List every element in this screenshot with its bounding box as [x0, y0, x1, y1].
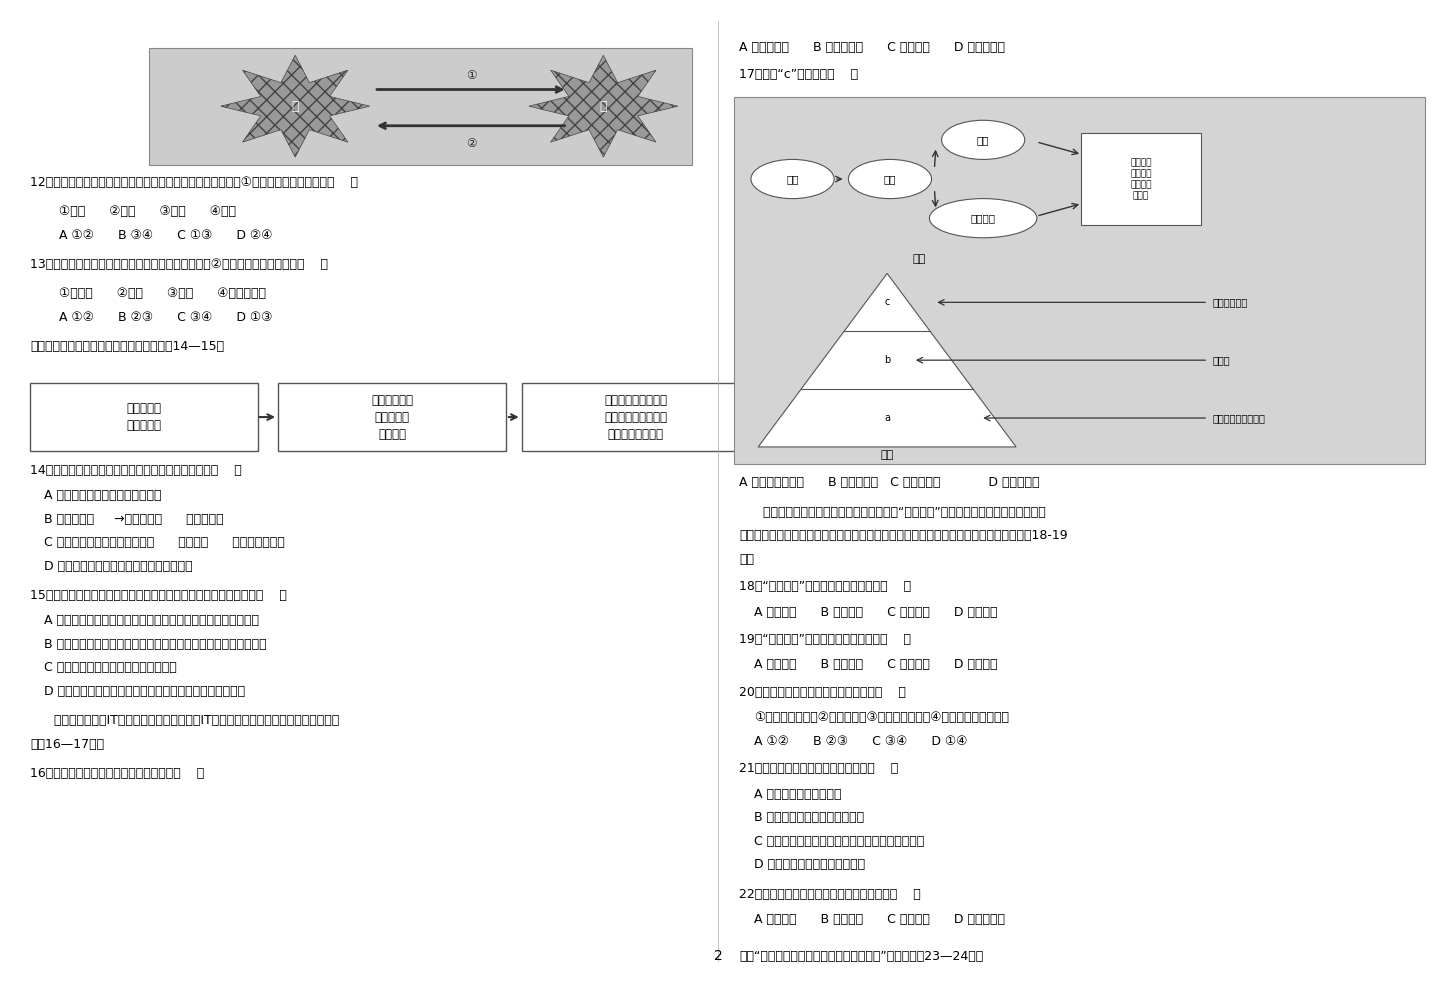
Text: A 调节气候      B 防风固沙      C 美化环境      D 干化水污染: A 调节气候 B 防风固沙 C 美化环境 D 干化水污染: [754, 913, 1005, 926]
Text: 中国大部分、东南亚: 中国大部分、东南亚: [1212, 413, 1265, 423]
FancyBboxPatch shape: [30, 383, 258, 451]
Text: D 产业的升级有利于解决本地区劳动密集型产业的就业压力: D 产业的升级有利于解决本地区劳动密集型产业的就业压力: [45, 684, 246, 698]
Text: ②: ②: [467, 136, 477, 149]
Text: 18、“红色荒漠”形成的自然原因主要是（    ）: 18、“红色荒漠”形成的自然原因主要是（ ）: [740, 580, 912, 593]
Ellipse shape: [751, 159, 834, 198]
FancyBboxPatch shape: [1081, 133, 1200, 225]
Text: 图甲: 图甲: [912, 253, 925, 264]
Text: 乙: 乙: [600, 99, 607, 113]
Text: 图为“美国本土小麦区和玉米带分布示意图”，读图完成23—24题。: 图为“美国本土小麦区和玉米带分布示意图”，读图完成23—24题。: [740, 951, 984, 963]
FancyBboxPatch shape: [521, 383, 750, 451]
Text: 制糖业、罐
头、食品业: 制糖业、罐 头、食品业: [126, 402, 161, 432]
Polygon shape: [221, 55, 369, 157]
FancyBboxPatch shape: [279, 383, 505, 451]
Text: 回等16—17题。: 回等16—17题。: [30, 737, 105, 751]
Text: ①: ①: [467, 69, 477, 82]
Text: 韩国: 韩国: [976, 135, 989, 145]
Text: C 东、西部自然资源分布与生产力分布不协调问题: C 东、西部自然资源分布与生产力分布不协调问题: [754, 835, 925, 847]
Text: A ①②      B ③④      C ①③      D ②④: A ①② B ③④ C ①③ D ②④: [59, 229, 273, 242]
Text: 图乙: 图乙: [880, 450, 893, 460]
Text: 22、下列不属于湿地生态系统主要作用的是（    ）: 22、下列不属于湿地生态系统主要作用的是（ ）: [740, 888, 922, 900]
Text: 甲: 甲: [292, 99, 299, 113]
Text: B 东部地区的大气环境污染问题: B 东部地区的大气环境污染问题: [754, 811, 864, 824]
Text: A 珠江三角洲      B 长江三角洲      C 成渝地区      D 环渤海地区: A 珠江三角洲 B 长江三角洲 C 成渝地区 D 环渤海地区: [740, 40, 1005, 54]
Text: 读「珠江三角洲产业结构变化示意图」回等14—15题: 读「珠江三角洲产业结构变化示意图」回等14—15题: [30, 340, 224, 354]
Text: 17、图中“c”的含义是（    ）: 17、图中“c”的含义是（ ）: [740, 68, 859, 81]
Text: 13、若甲表示发达国家，乙表示发展中国家，则筭头②方向在区域间调配的是（    ）: 13、若甲表示发达国家，乙表示发展中国家，则筭头②方向在区域间调配的是（ ）: [30, 258, 327, 271]
Text: 2: 2: [714, 949, 722, 963]
FancyBboxPatch shape: [734, 97, 1425, 464]
Text: A 风化作用      B 风蚀作用      C 水蚀作用      D 沉积作用: A 风化作用 B 风蚀作用 C 水蚀作用 D 沉积作用: [754, 606, 998, 619]
Text: 土壤遵受严重侵蚀，基岩裸露，地表出现出类似荒漠化景观的土地退化现象。据此，回等18-19: 土壤遵受严重侵蚀，基岩裸露，地表出现出类似荒漠化景观的土地退化现象。据此，回等1…: [740, 529, 1068, 542]
Text: A 品牌和核心技术      B 制造和生产   C 加工和组装            D 市场和运输: A 品牌和核心技术 B 制造和生产 C 加工和组装 D 市场和运输: [740, 476, 1040, 489]
Ellipse shape: [942, 120, 1025, 159]
Text: ①区域经济一体化②经济全球化③世界政治多极化④地缘合作与冲突并存: ①区域经济一体化②经济全球化③世界政治多极化④地缘合作与冲突并存: [754, 711, 1010, 725]
Text: 服装、印染、
金属制品、
塑料制品: 服装、印染、 金属制品、 塑料制品: [370, 394, 414, 441]
Text: 美国: 美国: [787, 174, 798, 184]
Polygon shape: [528, 55, 678, 157]
Text: 据报载，我国江西省中南部山区出现大片“红色荒漠”，即在亚热带湿润的岩溶地区，: 据报载，我国江西省中南部山区出现大片“红色荒漠”，即在亚热带湿润的岩溶地区，: [740, 506, 1047, 518]
Text: 题。: 题。: [740, 553, 754, 566]
Text: D 这种变化是发达国家向外转移产业的结果: D 这种变化是发达国家向外转移产业的结果: [45, 560, 192, 573]
Text: A 由低级形态向高级形态发展变化: A 由低级形态向高级形态发展变化: [45, 489, 162, 502]
Text: c: c: [885, 298, 890, 307]
Text: D 西部地区的生态环境脆弱问题: D 西部地区的生态环境脆弱问题: [754, 858, 864, 871]
Text: ①劳动力      ②矿产      ③技术      ④工业制成品: ①劳动力 ②矿产 ③技术 ④工业制成品: [59, 288, 266, 300]
Text: A 较发达地区向欠发达地区转移产业，增大了区域间的经济差距: A 较发达地区向欠发达地区转移产业，增大了区域间的经济差距: [45, 615, 260, 627]
Text: A 沿线地区的再就业问题: A 沿线地区的再就业问题: [754, 788, 841, 800]
Text: 15、下列关于产业结构变化对区域发展带来的影响，叙述正确的是（    ）: 15、下列关于产业结构变化对区域发展带来的影响，叙述正确的是（ ）: [30, 589, 287, 602]
Text: 我国大陆
三大电子
信息产业
集聚带: 我国大陆 三大电子 信息产业 集聚带: [1130, 158, 1152, 200]
Text: B 资源密集型产业的移入，可能会对当地的生态环境造成不利影响: B 资源密集型产业的移入，可能会对当地的生态环境造成不利影响: [45, 638, 267, 651]
Text: 12、若甲表示我国的东部地带，乙表示中西部地带，则沿筭头①方向在区域间调配的是（    ）: 12、若甲表示我国的东部地带，乙表示中西部地带，则沿筭头①方向在区域间调配的是（…: [30, 176, 358, 189]
Text: 16、我国大陆三大信息产业集聚带不包括（    ）: 16、我国大陆三大信息产业集聚带不包括（ ）: [30, 767, 204, 780]
Text: 14、下列有关该区域产业结构变化的说法，正确的是（    ）: 14、下列有关该区域产业结构变化的说法，正确的是（ ）: [30, 464, 241, 476]
FancyBboxPatch shape: [149, 48, 692, 165]
Text: C 产业移出地区会出现严重的失业问题: C 产业移出地区会出现严重的失业问题: [45, 662, 177, 675]
Text: B 资源密集型     →技术密集型      资金密集型: B 资源密集型 →技术密集型 资金密集型: [45, 513, 224, 525]
Text: C 对环境的影响经历了重度污染      中度污染      轻度污染的过程: C 对环境的影响经历了重度污染 中度污染 轻度污染的过程: [45, 536, 286, 549]
Ellipse shape: [929, 198, 1037, 238]
Text: 读我国承接全球IT产业转移的路径示意图和IT产业全球化竞争的金字塔模型示意图，: 读我国承接全球IT产业转移的路径示意图和IT产业全球化竞争的金字塔模型示意图，: [30, 714, 339, 728]
Text: A ①②      B ②③      C ③④      D ①③: A ①② B ②③ C ③④ D ①③: [59, 311, 273, 324]
Text: A 破坏植被      B 过度放牧      C 开山取石      D 环境污染: A 破坏植被 B 过度放牧 C 开山取石 D 环境污染: [754, 659, 998, 672]
Text: A ①②      B ②③      C ③④      D ①④: A ①② B ②③ C ③④ D ①④: [754, 735, 968, 748]
Ellipse shape: [849, 159, 932, 198]
Text: 20、当代世界经济的两大发展趋势是：（    ）: 20、当代世界经济的两大发展趋势是：（ ）: [740, 685, 906, 699]
Text: 中国台湾: 中国台湾: [971, 213, 995, 223]
Text: 19、“红色荒漠”形成的人为原因主要是（    ）: 19、“红色荒漠”形成的人为原因主要是（ ）: [740, 633, 912, 646]
Text: 21、西气东输工程主要是为了解决：（    ）: 21、西气东输工程主要是为了解决：（ ）: [740, 762, 899, 775]
Text: 美国、日本等: 美国、日本等: [1212, 298, 1248, 307]
Polygon shape: [758, 273, 1017, 447]
Text: 日本: 日本: [883, 174, 896, 184]
Text: ①水源      ②资金      ③能源      ④技术: ①水源 ②资金 ③能源 ④技术: [59, 205, 236, 218]
Text: 计算机、信息技术、
生物技术、汽车、石
油化工等新兴产业: 计算机、信息技术、 生物技术、汽车、石 油化工等新兴产业: [605, 394, 668, 441]
Text: 韩国等: 韩国等: [1212, 355, 1231, 365]
Text: a: a: [885, 413, 890, 423]
Text: b: b: [885, 355, 890, 365]
